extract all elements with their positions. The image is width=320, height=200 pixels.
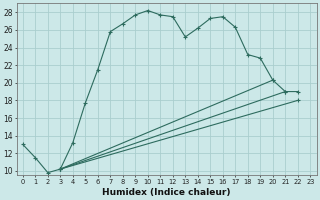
X-axis label: Humidex (Indice chaleur): Humidex (Indice chaleur) xyxy=(102,188,231,197)
